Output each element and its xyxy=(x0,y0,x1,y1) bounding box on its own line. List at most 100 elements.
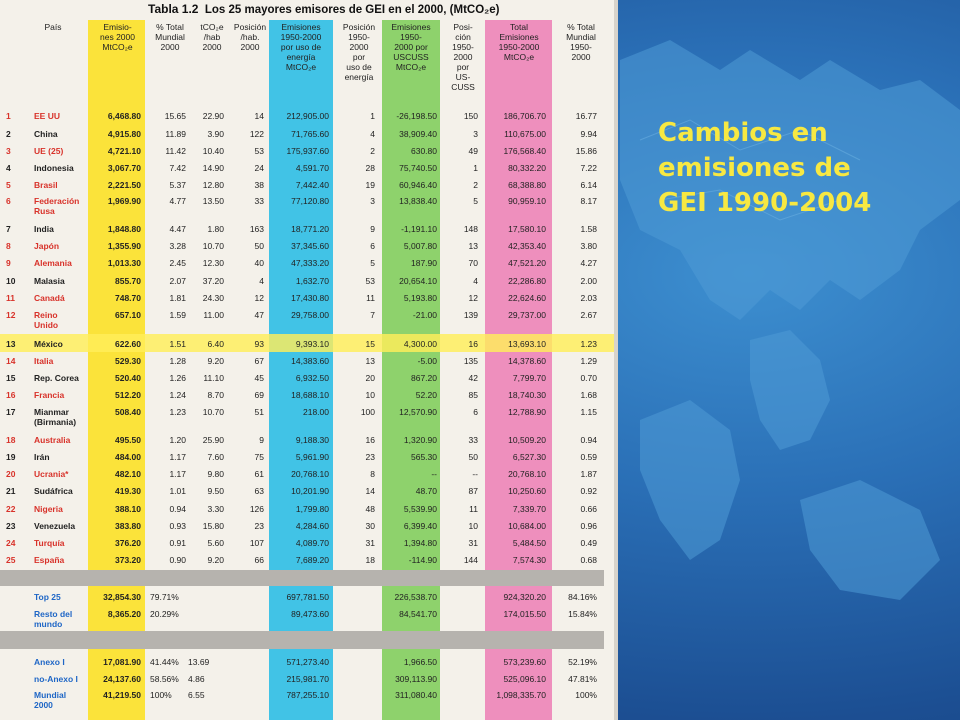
table-cell-em: 512.20 xyxy=(115,390,141,400)
table-cell-hab: 12.30 xyxy=(202,258,224,268)
table-cell-pct: 1.23 xyxy=(169,407,186,417)
table-cell-pen: 48 xyxy=(365,504,375,514)
table-cell-ptot: 1.15 xyxy=(580,407,597,417)
country-cell: Malasia xyxy=(34,276,65,286)
table-cell-pct: 4.47 xyxy=(169,224,186,234)
country-cell: India xyxy=(34,224,54,234)
table-cell-pen: 3 xyxy=(370,196,375,206)
table-cell-pen: 19 xyxy=(365,180,375,190)
table-cell-pus: 50 xyxy=(468,452,478,462)
table-cell-us: 20,654.10 xyxy=(399,276,437,286)
column-header: % Total Mundial 2000 xyxy=(155,22,185,52)
table-cell-em: 520.40 xyxy=(115,373,141,383)
table-cell-us: 4,300.00 xyxy=(403,339,437,349)
table-cell-pen: 20 xyxy=(365,373,375,383)
country-cell: México xyxy=(34,339,63,349)
table-cell-pus: 12 xyxy=(468,293,478,303)
rank-cell: 13 xyxy=(6,339,16,349)
table-cell-pos: 4 xyxy=(259,276,264,286)
table-cell-pen: 11 xyxy=(366,293,375,303)
table-cell-tot: 110,675.00 xyxy=(504,129,546,139)
summary-cell-pct: 58.56% xyxy=(150,674,179,684)
table-cell-pct: 1.28 xyxy=(169,356,186,366)
table-cell-en: 9,393.10 xyxy=(295,339,329,349)
table-cell-pen: 14 xyxy=(365,486,375,496)
table-cell-pus: 13 xyxy=(468,241,478,251)
country-cell: Australia xyxy=(34,435,71,445)
table-cell-pos: 14 xyxy=(254,111,264,121)
table-cell-pus: 16 xyxy=(468,339,478,349)
table-cell-pct: 0.94 xyxy=(169,504,186,514)
country-cell: Nigeria xyxy=(34,504,63,514)
country-cell: Irán xyxy=(34,452,50,462)
table-cell-pct: 1.24 xyxy=(169,390,186,400)
table-cell-em: 748.70 xyxy=(115,293,141,303)
table-cell-pus: 31 xyxy=(468,538,478,548)
summary-label: Anexo I xyxy=(34,657,65,667)
table-cell-us: 6,399.40 xyxy=(403,521,437,531)
table-cell-pus: 4 xyxy=(473,276,478,286)
summary-cell-hab: 6.55 xyxy=(188,690,205,700)
table-cell-us: -1,191.10 xyxy=(401,224,437,234)
table-cell-pen: 30 xyxy=(365,521,375,531)
table-cell-tot: 7,799.70 xyxy=(512,373,546,383)
table-cell-pos: 69 xyxy=(254,390,264,400)
column-header: Emisiones 1950-2000 por uso de energía M… xyxy=(280,22,322,72)
country-cell: Sudáfrica xyxy=(34,486,73,496)
table-cell-em: 1,969.90 xyxy=(107,196,141,206)
summary-cell-tot: 573,239.60 xyxy=(503,657,546,667)
summary-cell-en: 571,273.40 xyxy=(286,657,329,667)
summary-cell-em: 41,219.50 xyxy=(103,690,141,700)
rank-cell: 6 xyxy=(6,196,11,206)
rank-cell: 22 xyxy=(6,504,16,514)
summary-cell-en: 697,781.50 xyxy=(286,592,329,602)
summary-cell-pct: 41.44% xyxy=(150,657,179,667)
table-cell-ptot: 9.94 xyxy=(580,129,597,139)
table-cell-pos: 126 xyxy=(249,504,264,514)
rank-cell: 7 xyxy=(6,224,11,234)
table-scan: Tabla 1.2 Los 25 mayores emisores de GEI… xyxy=(0,0,618,720)
table-cell-en: 10,201.90 xyxy=(291,486,329,496)
column-header: Posición /hab. 2000 xyxy=(233,22,267,52)
table-cell-tot: 7,339.70 xyxy=(512,504,546,514)
table-cell-pus: 3 xyxy=(473,129,478,139)
table-cell-ptot: 6.14 xyxy=(580,180,597,190)
table-cell-ptot: 3.80 xyxy=(580,241,597,251)
table-cell-pen: 4 xyxy=(370,129,375,139)
table-cell-pos: 66 xyxy=(254,555,264,565)
table-cell-hab: 14.90 xyxy=(202,163,224,173)
table-cell-pen: 13 xyxy=(365,356,375,366)
table-cell-em: 657.10 xyxy=(115,310,141,320)
column-highlight-total xyxy=(485,20,552,720)
table-cell-ptot: 2.00 xyxy=(580,276,597,286)
summary-cell-em: 32,854.30 xyxy=(103,592,141,602)
table-cell-em: 1,013.30 xyxy=(107,258,141,268)
table-cell-pct: 5.37 xyxy=(169,180,186,190)
summary-label: no-Anexo I xyxy=(34,674,78,684)
table-cell-pos: 50 xyxy=(254,241,264,251)
table-cell-pus: 11 xyxy=(469,504,478,514)
summary-cell-tot: 174,015.50 xyxy=(503,609,546,619)
table-cell-pct: 11.89 xyxy=(165,129,186,139)
table-cell-ptot: 8.17 xyxy=(580,196,597,206)
table-cell-us: 187.90 xyxy=(411,258,437,268)
summary-cell-us: 309,113.90 xyxy=(395,674,437,684)
table-cell-en: 18,688.10 xyxy=(291,390,329,400)
rank-cell: 25 xyxy=(6,555,16,565)
table-cell-pus: 49 xyxy=(468,146,478,156)
table-cell-pct: 1.20 xyxy=(169,435,186,445)
rank-cell: 16 xyxy=(6,390,16,400)
table-cell-hab: 11.10 xyxy=(203,373,224,383)
table-cell-pen: 28 xyxy=(365,163,375,173)
table-cell-ptot: 0.94 xyxy=(580,435,597,445)
summary-label: Top 25 xyxy=(34,592,61,602)
table-cell-ptot: 1.68 xyxy=(580,390,597,400)
country-cell: Mianmar (Birmania) xyxy=(34,407,77,427)
table-cell-hab: 7.60 xyxy=(207,452,224,462)
table-cell-en: 20,768.10 xyxy=(291,469,329,479)
table-cell-us: -5.00 xyxy=(417,356,437,366)
summary-cell-us: 311,080.40 xyxy=(395,690,437,700)
summary-cell-pct: 20.29% xyxy=(150,609,179,619)
table-cell-pos: 24 xyxy=(254,163,264,173)
table-cell-tot: 68,388.80 xyxy=(508,180,546,190)
